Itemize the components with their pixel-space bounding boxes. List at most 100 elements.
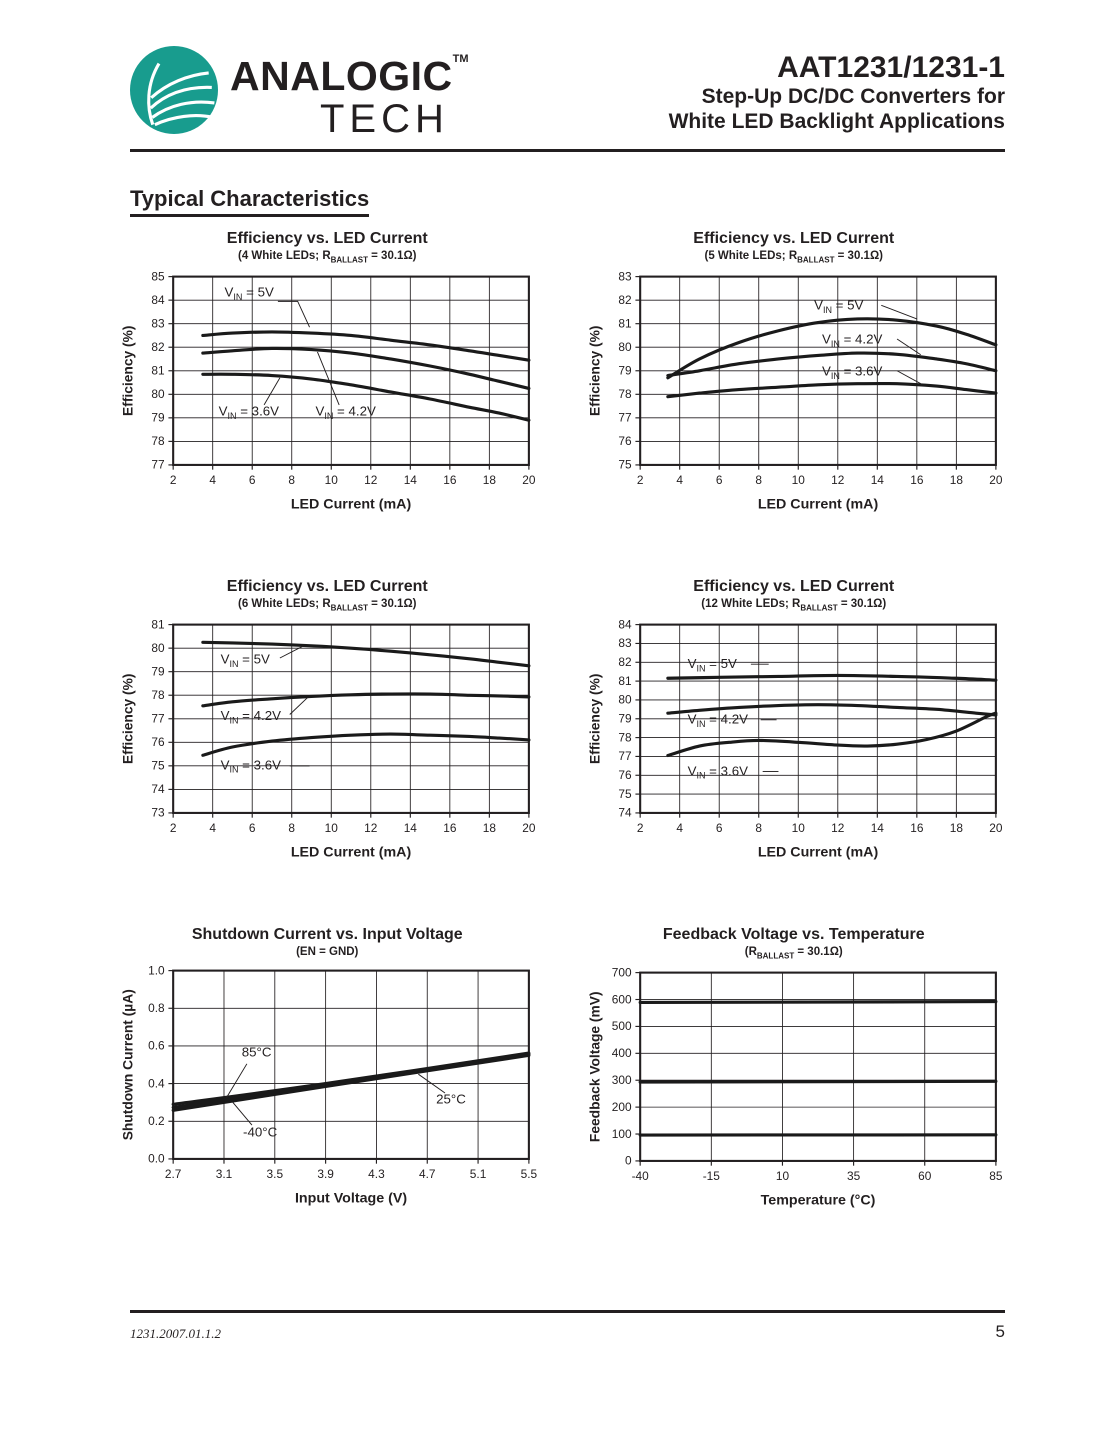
series-label: 25°C (436, 1092, 466, 1107)
y-tick-label: 75 (151, 759, 165, 773)
x-tick-label: 18 (483, 821, 497, 835)
x-tick-label: 2 (170, 821, 177, 835)
series-curve (665, 317, 997, 380)
series-label: VIN = 5V (687, 656, 736, 673)
y-tick-label: 73 (151, 806, 165, 820)
y-axis-label: Feedback Voltage (mV) (587, 992, 602, 1143)
y-tick-label: 78 (151, 688, 165, 702)
x-tick-label: 6 (715, 473, 722, 487)
annotation-leader (896, 338, 921, 356)
y-tick-label: 78 (618, 731, 632, 745)
chart-subtitle: (12 White LEDs; RBALLAST = 30.1Ω) (701, 598, 887, 613)
brand-name-analogic: ANALOGICTM (230, 54, 469, 97)
document-title-block: AAT1231/1231-1 Step-Up DC/DC Converters … (669, 46, 1005, 135)
x-tick-label: 16 (443, 821, 457, 835)
annotation-leader (263, 377, 281, 406)
x-tick-label: 6 (715, 821, 722, 835)
y-tick-label: 75 (618, 458, 632, 472)
chart-efficiency-12led: Efficiency vs. LED Current (12 White LED… (585, 578, 1004, 874)
x-tick-label: 10 (791, 821, 805, 835)
x-tick-label: 14 (404, 821, 418, 835)
y-tick-label: 82 (151, 340, 164, 354)
annotation-leader (279, 645, 304, 659)
header-divider (130, 149, 1005, 152)
y-tick-label: 0.8 (148, 1001, 165, 1015)
series-curve (665, 711, 997, 758)
x-tick-label: 8 (755, 473, 762, 487)
y-tick-label: 1.0 (148, 964, 165, 978)
y-tick-label: 81 (151, 618, 165, 632)
chart-canvas: 2 4 6 8 10 12 14 16 18 20 73 74 75 76 77 78 79 80 81 LED Cu… (120, 618, 536, 861)
chart-subtitle: (EN = GND) (296, 946, 359, 959)
y-axis-label: Efficiency (%) (587, 326, 602, 416)
chart-title: Shutdown Current vs. Input Voltage (191, 926, 463, 944)
series-curve (201, 330, 531, 363)
y-tick-label: 200 (611, 1100, 631, 1114)
x-tick-label: 35 (846, 1169, 860, 1183)
chart-canvas: -40 -15 10 35 60 85 0 100 200 300 400 500 600 700 Temp… (587, 966, 1003, 1209)
y-axis-label: Efficiency (%) (587, 674, 602, 764)
chart-title: Feedback Voltage vs. Temperature (662, 926, 925, 944)
chart-efficiency-6led: Efficiency vs. LED Current (6 White LEDs… (118, 578, 537, 874)
y-tick-label: 78 (151, 434, 165, 448)
x-axis-label: Temperature (°C) (760, 1193, 875, 1209)
y-tick-label: 84 (151, 293, 165, 307)
chart-canvas: 2 4 6 8 10 12 14 16 18 20 75 76 77 78 79 80 81 82 83 LED Cu… (587, 270, 1003, 513)
charts-grid: Efficiency vs. LED Current (4 White LEDs… (118, 230, 1003, 1222)
x-tick-label: 4 (676, 473, 683, 487)
y-tick-label: 83 (151, 317, 165, 331)
series-label: VIN = 4.2V (221, 708, 282, 725)
x-tick-label: 10 (791, 473, 805, 487)
series-curve (201, 347, 531, 391)
y-tick-label: 700 (611, 966, 631, 980)
x-tick-label: 18 (949, 473, 963, 487)
series-label: 85°C (242, 1044, 272, 1059)
x-tick-label: 20 (522, 821, 536, 835)
y-tick-label: 76 (618, 434, 632, 448)
chart-efficiency-5led: Efficiency vs. LED Current (5 White LEDs… (585, 230, 1004, 526)
x-tick-label: 16 (443, 473, 457, 487)
chart-canvas: 2 4 6 8 10 12 14 16 18 20 74 75 76 77 78 79 80 81 82 83 84 LE… (587, 618, 1003, 861)
y-tick-label: 84 (618, 618, 632, 632)
annotation-leader (896, 370, 921, 385)
brand-name-text: ANALOGIC (230, 53, 453, 99)
x-tick-label: 3.1 (216, 1167, 233, 1181)
x-tick-label: 12 (831, 473, 844, 487)
x-tick-label: 2 (636, 821, 643, 835)
series-label: VIN = 5V (221, 652, 270, 669)
x-tick-label: 10 (325, 821, 339, 835)
series-label: VIN = 3.6V (687, 764, 748, 781)
y-tick-label: 0.0 (148, 1152, 165, 1166)
series-label: VIN = 3.6V (221, 758, 282, 775)
plot-border (172, 969, 530, 1161)
brand-wordmark: ANALOGICTM TECH (230, 46, 469, 140)
x-tick-label: 2.7 (165, 1167, 182, 1181)
annotation-leader (317, 352, 340, 406)
series-curve (171, 1053, 531, 1113)
trademark-symbol: TM (452, 53, 469, 65)
x-tick-label: 12 (364, 473, 377, 487)
x-axis-label: LED Current (mA) (757, 845, 878, 861)
y-tick-label: 82 (618, 293, 631, 307)
annotation-leader (226, 1063, 248, 1099)
y-tick-label: 74 (618, 806, 632, 820)
x-tick-label: 18 (483, 473, 497, 487)
y-tick-label: 80 (151, 641, 165, 655)
x-tick-label: 2 (636, 473, 643, 487)
x-tick-label: 10 (775, 1169, 789, 1183)
x-tick-label: 14 (870, 473, 884, 487)
chart-subtitle: (4 White LEDs; RBALLAST = 30.1Ω) (237, 250, 417, 265)
series-curve (665, 674, 997, 683)
part-number: AAT1231/1231-1 (777, 51, 1005, 84)
annotation-leader (277, 301, 310, 328)
header: ANALOGICTM TECH AAT1231/1231-1 Step-Up D… (130, 46, 1005, 139)
series-label: VIN = 3.6V (219, 404, 280, 421)
y-tick-label: 82 (618, 655, 631, 669)
x-tick-label: 4 (676, 821, 683, 835)
annotation-leader (418, 1073, 446, 1094)
y-axis-label: Efficiency (%) (120, 674, 135, 764)
y-tick-label: 76 (151, 736, 165, 750)
chart-subtitle: (RBALLAST = 30.1Ω) (744, 946, 843, 961)
y-axis-label: Shutdown Current (µA) (120, 989, 135, 1140)
y-tick-label: 76 (618, 768, 632, 782)
